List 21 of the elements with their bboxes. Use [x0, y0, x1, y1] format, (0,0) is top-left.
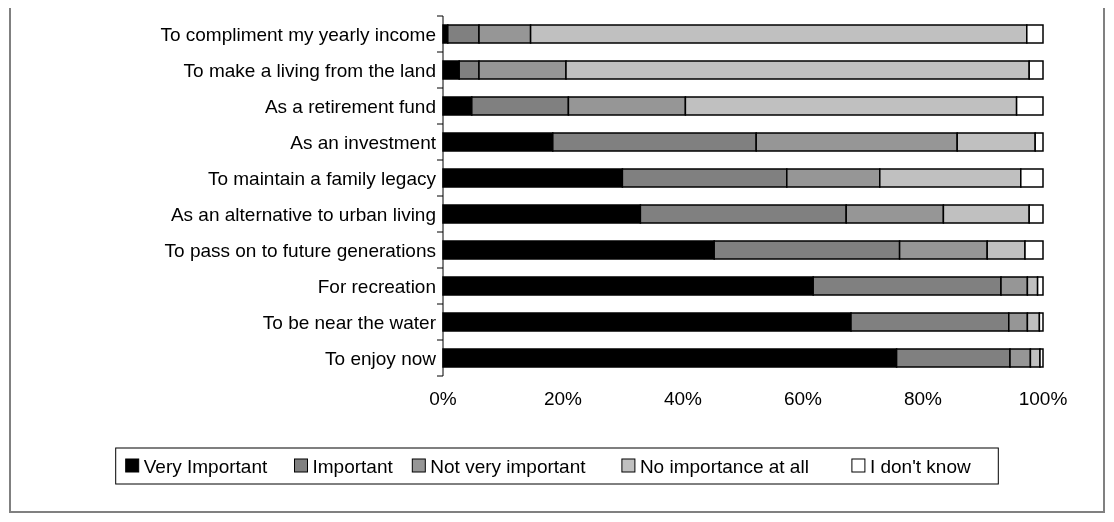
y-tick-label: As an alternative to urban living	[170, 203, 436, 225]
x-tick-label: 40%	[663, 387, 703, 409]
x-tick-label: 60%	[783, 387, 823, 409]
y-tick-label: For recreation	[317, 275, 436, 297]
legend-label: Not very important	[430, 455, 587, 477]
y-tick-label: To maintain a family legacy	[207, 167, 437, 189]
x-tick-label: 80%	[903, 387, 943, 409]
x-tick-label: 100%	[1018, 387, 1068, 409]
x-tick-label: 0%	[429, 387, 457, 409]
x-tick-label: 20%	[543, 387, 583, 409]
y-tick-label: To make a living from the land	[183, 59, 436, 81]
y-tick-label: As a retirement fund	[264, 95, 436, 117]
legend-label: Very Important	[143, 455, 268, 477]
legend-label: I don't know	[869, 455, 971, 477]
y-tick-label: To pass on to future generations	[164, 239, 436, 261]
legend-label: No importance at all	[639, 455, 809, 477]
y-tick-label: To compliment my yearly income	[160, 23, 436, 45]
legend-label: Important	[312, 455, 394, 477]
y-tick-label: To enjoy now	[325, 347, 437, 369]
y-tick-label: As an investment	[290, 131, 437, 153]
y-tick-label: To be near the water	[262, 311, 437, 333]
